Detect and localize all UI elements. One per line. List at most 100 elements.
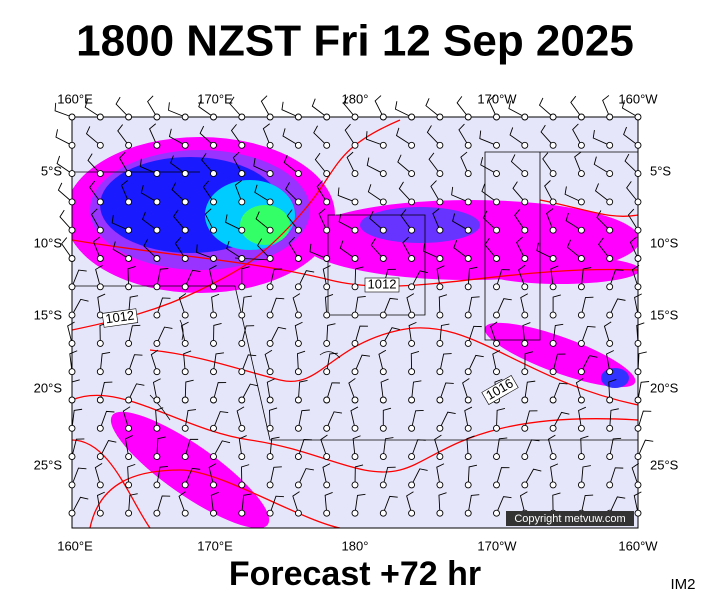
station <box>266 396 274 404</box>
station <box>266 170 274 178</box>
station <box>125 396 133 404</box>
station <box>181 113 189 121</box>
wind-barb <box>269 297 285 316</box>
station <box>96 255 104 262</box>
wind-barb <box>204 208 214 231</box>
station <box>323 226 331 234</box>
wind-barb <box>467 325 482 344</box>
wind-barb <box>324 294 334 316</box>
wind-barb <box>512 181 526 203</box>
wind-barb <box>156 268 169 287</box>
station <box>68 481 76 489</box>
station <box>493 311 500 319</box>
station <box>238 509 246 517</box>
lon-label: 170°E <box>197 91 233 106</box>
station <box>351 113 359 121</box>
wind-barb <box>234 179 243 203</box>
wind-barb <box>155 407 164 429</box>
station <box>238 198 246 206</box>
station <box>436 311 444 319</box>
isobar-label: 1012 <box>104 308 135 327</box>
wind-barb <box>326 323 336 344</box>
wind-barb <box>637 410 652 429</box>
lon-label: 170°W <box>477 538 517 553</box>
wind-barb <box>631 264 640 287</box>
isobar-label: 1012 <box>368 276 397 291</box>
wind-barb <box>174 237 186 259</box>
station <box>238 481 246 489</box>
station <box>606 453 614 461</box>
station <box>408 255 416 262</box>
wind-barb <box>128 324 141 344</box>
wind-barb <box>439 382 454 401</box>
station <box>294 255 302 262</box>
wind-barb <box>253 158 271 175</box>
station <box>606 396 614 404</box>
station <box>351 368 359 376</box>
station <box>634 283 642 291</box>
station <box>238 226 246 234</box>
station <box>181 424 189 432</box>
wind-barb <box>382 407 392 429</box>
station <box>436 368 444 376</box>
wind-barb <box>580 296 594 316</box>
station <box>464 113 472 121</box>
station <box>436 509 444 517</box>
wind-barb <box>201 153 214 174</box>
station <box>266 509 274 517</box>
station <box>577 311 585 319</box>
station <box>549 368 557 376</box>
wind-barb <box>606 350 614 372</box>
station <box>238 170 246 178</box>
wind-barb <box>338 213 356 231</box>
lon-label: 160°E <box>57 538 93 553</box>
station <box>521 311 529 319</box>
wind-barb <box>580 494 594 514</box>
wind-barb <box>621 100 639 118</box>
station <box>266 453 274 461</box>
station <box>493 226 500 234</box>
wind-barb <box>524 380 536 401</box>
station <box>436 226 444 234</box>
wind-barb <box>609 269 624 287</box>
station <box>464 453 472 461</box>
station <box>606 424 614 432</box>
wind-barb <box>141 211 158 231</box>
station <box>493 141 500 149</box>
station <box>266 368 274 376</box>
wind-barb <box>354 325 368 344</box>
wind-barb <box>99 440 117 457</box>
wind-barb <box>180 321 189 344</box>
wind-barb <box>156 495 171 514</box>
wind-barb <box>608 379 617 401</box>
station <box>125 481 133 489</box>
station <box>493 509 500 517</box>
station <box>323 255 331 262</box>
wind-barb <box>411 439 426 457</box>
station <box>436 113 444 121</box>
station <box>577 198 585 206</box>
wind-barb <box>297 270 315 287</box>
station <box>266 226 274 234</box>
wind-barb <box>637 439 654 457</box>
station <box>238 453 246 461</box>
station <box>238 368 246 376</box>
lon-label: 160°W <box>618 538 658 553</box>
station <box>408 396 416 404</box>
wind-barb <box>432 208 441 231</box>
station <box>634 198 642 206</box>
station <box>606 339 614 347</box>
wind-barb <box>344 123 356 146</box>
wind-barb <box>509 127 526 146</box>
wind-barb <box>395 127 412 146</box>
lon-label: 180° <box>342 91 369 106</box>
station <box>323 141 331 149</box>
wind-barb <box>580 465 591 485</box>
wind-barb <box>430 180 441 203</box>
station <box>436 339 444 347</box>
station <box>68 339 76 347</box>
wind-barb <box>354 266 364 287</box>
station <box>96 170 104 178</box>
station <box>181 509 189 517</box>
wind-barb <box>456 96 469 118</box>
